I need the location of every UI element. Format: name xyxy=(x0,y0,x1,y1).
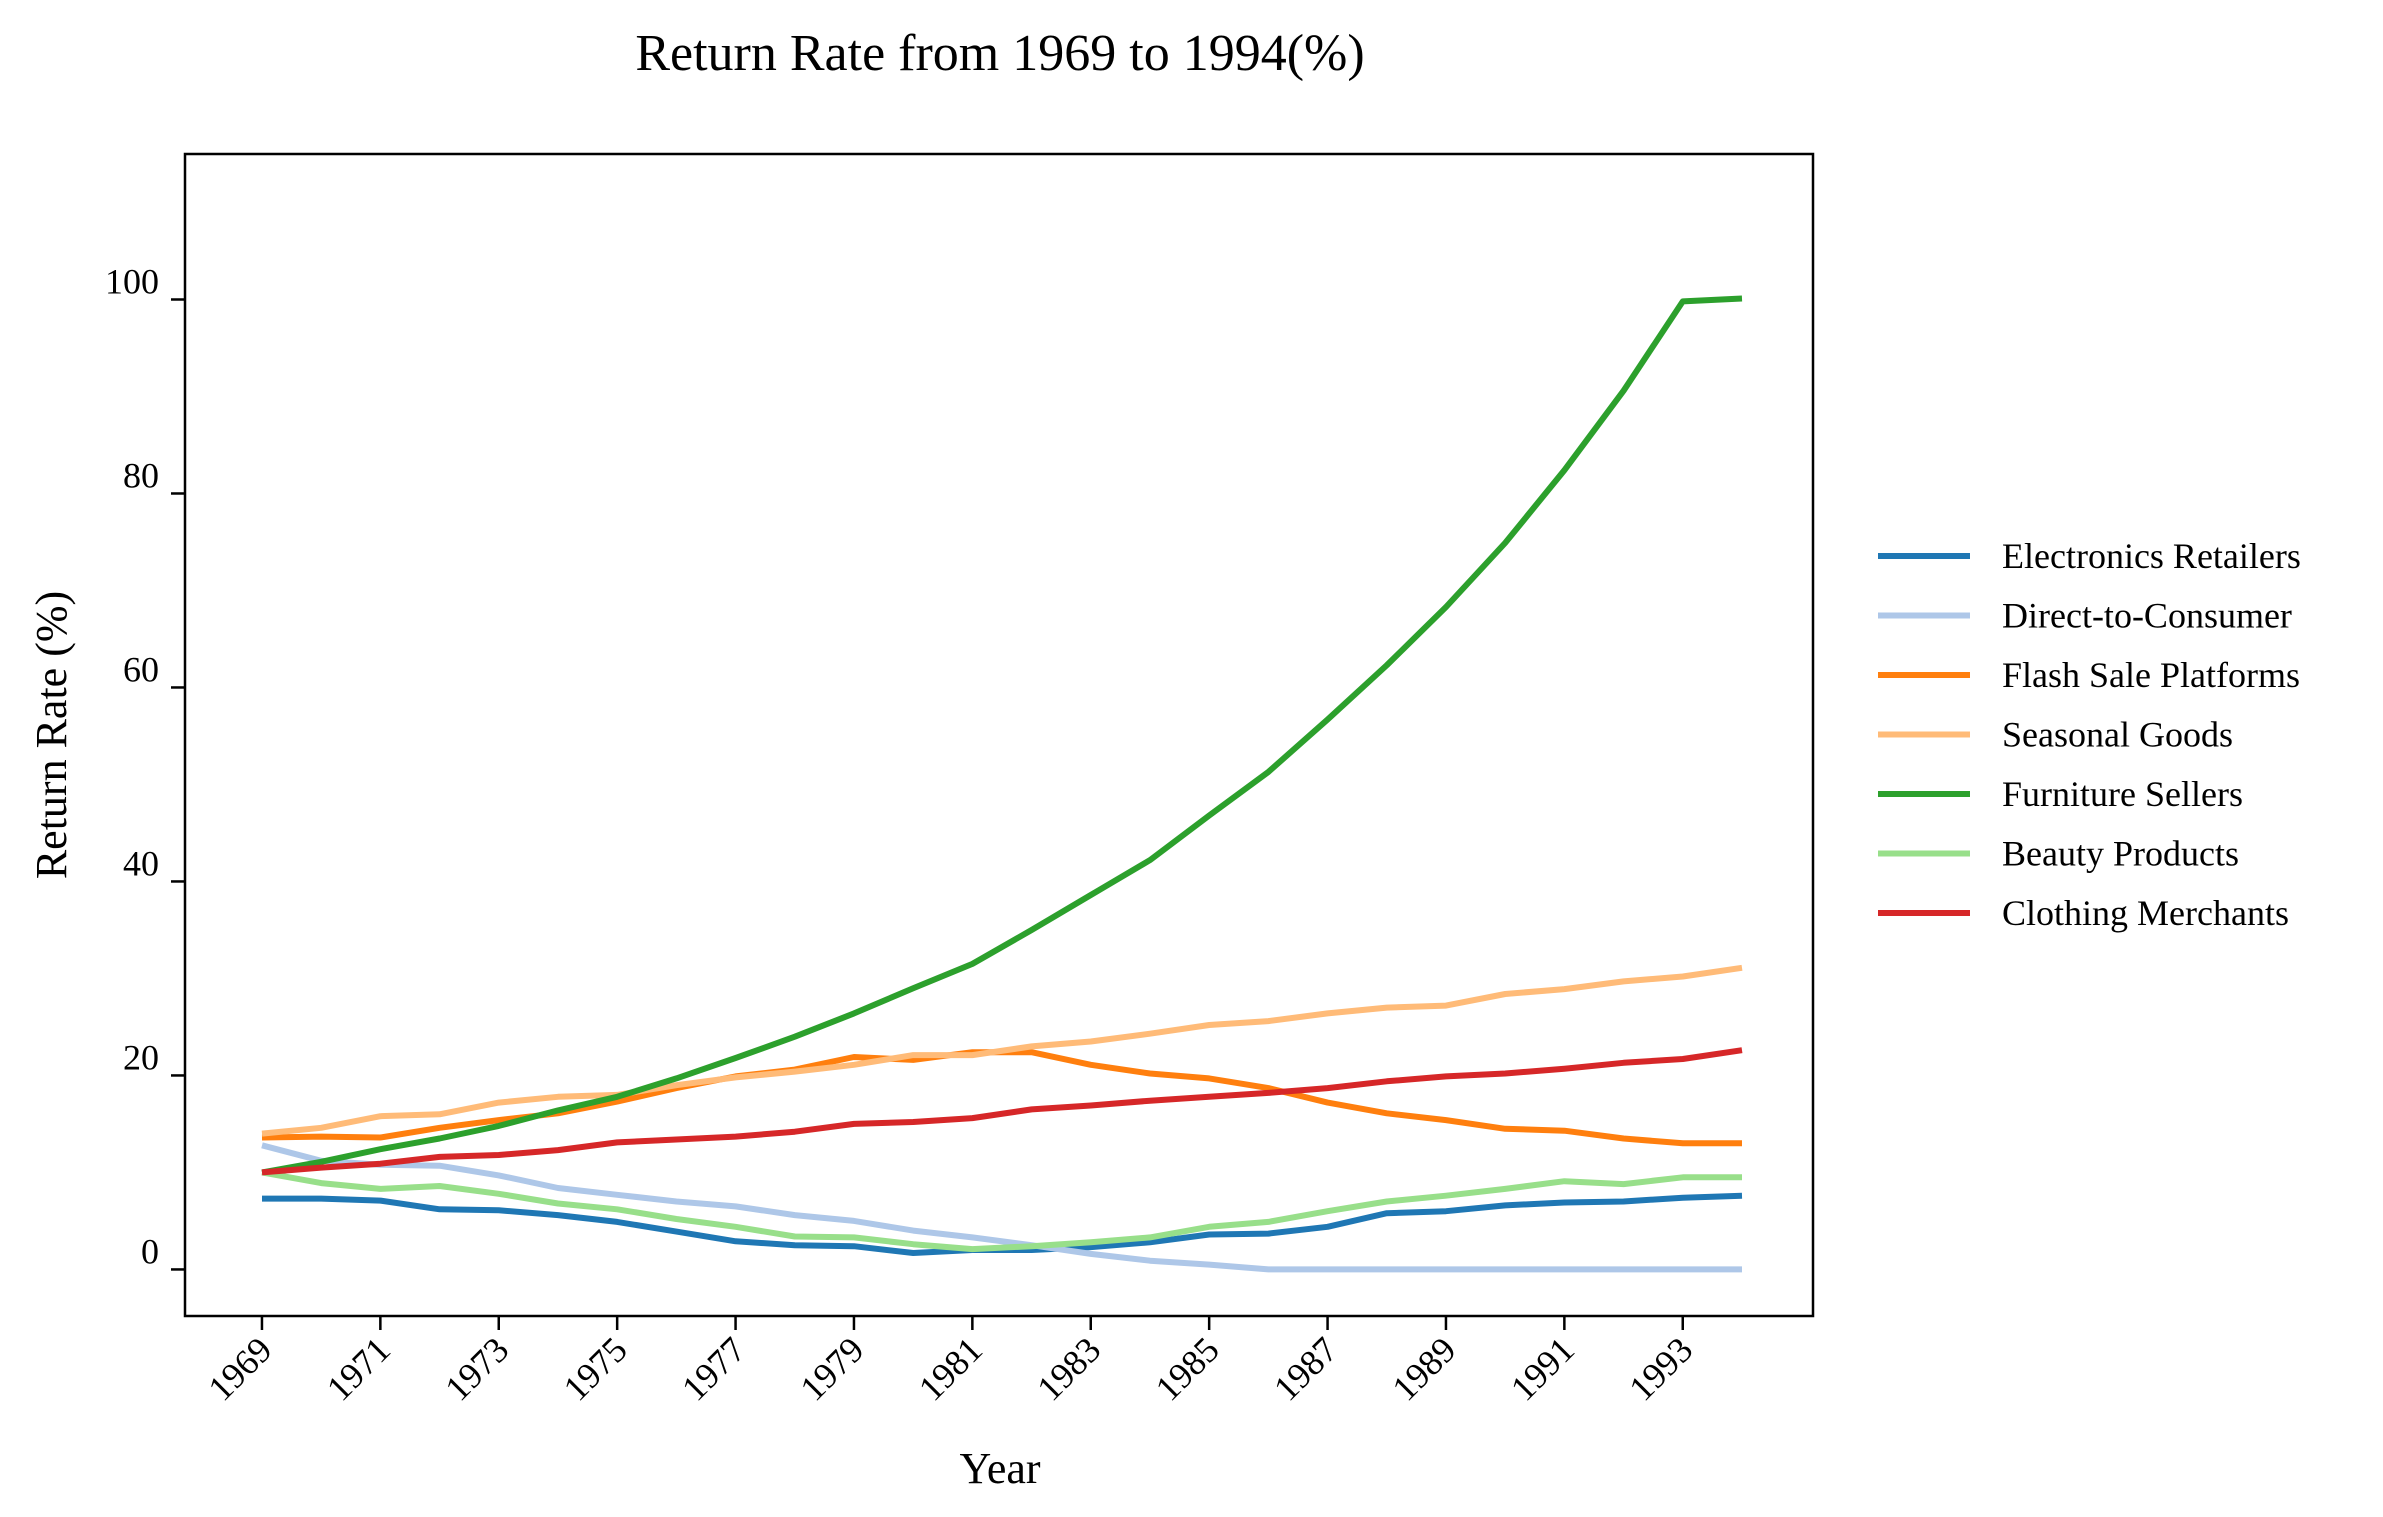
series-line-electronics-retailers xyxy=(262,1192,1743,1256)
y-tick-label: 100 xyxy=(105,261,159,301)
chart-title: Return Rate from 1969 to 1994(%) xyxy=(635,25,1364,82)
y-axis-label: Return Rate (%) xyxy=(27,591,76,879)
y-tick-label: 20 xyxy=(123,1037,159,1077)
legend-label: Electronics Retailers xyxy=(2002,536,2301,576)
legend: Electronics Retailers Direct-to-Consumer F… xyxy=(1878,536,2301,933)
y-tick-label: 40 xyxy=(123,843,159,883)
legend-label: Direct-to-Consumer xyxy=(2002,596,2292,636)
legend-item: Beauty Products xyxy=(1878,834,2239,874)
x-tick-label: 1969 xyxy=(200,1329,279,1408)
legend-label: Beauty Products xyxy=(2002,834,2239,874)
series-line-seasonal-goods xyxy=(261,964,1743,1137)
legend-item: Electronics Retailers xyxy=(1878,536,2301,576)
x-tick-label: 1975 xyxy=(556,1329,635,1408)
x-tick-label: 1983 xyxy=(1029,1329,1108,1408)
legend-label: Seasonal Goods xyxy=(2002,715,2233,755)
series-line-beauty-products xyxy=(261,1169,1742,1253)
x-tick-label: 1987 xyxy=(1266,1329,1345,1408)
series-layer xyxy=(261,295,1743,1273)
y-tick-label: 60 xyxy=(123,649,159,689)
x-tick-label: 1993 xyxy=(1621,1329,1700,1408)
x-tick-label: 1991 xyxy=(1503,1329,1582,1408)
x-tick-label: 1989 xyxy=(1384,1329,1463,1408)
x-tick-label: 1985 xyxy=(1148,1329,1227,1408)
legend-label: Clothing Merchants xyxy=(2002,893,2289,933)
x-tick-label: 1973 xyxy=(437,1329,516,1408)
x-tick-label: 1977 xyxy=(674,1329,753,1408)
legend-item: Clothing Merchants xyxy=(1878,893,2289,933)
plot-area-frame xyxy=(183,152,1815,1318)
series-line-furniture-sellers xyxy=(261,295,1743,1176)
legend-item: Furniture Sellers xyxy=(1878,774,2243,814)
legend-item: Seasonal Goods xyxy=(1878,715,2233,755)
series-line-clothing-merchants xyxy=(261,1047,1743,1176)
x-tick-label: 1979 xyxy=(792,1329,871,1408)
legend-label: Furniture Sellers xyxy=(2002,774,2243,814)
x-tick-label: 1971 xyxy=(319,1329,398,1408)
y-axis-ticks: 0 20 40 60 80 100 xyxy=(105,261,185,1271)
series-line-direct-to-consumer xyxy=(261,1142,1742,1273)
y-tick-label: 0 xyxy=(141,1231,159,1271)
y-tick-label: 80 xyxy=(123,455,159,495)
x-axis-label: Year xyxy=(959,1444,1040,1493)
x-tick-label: 1981 xyxy=(911,1329,990,1408)
legend-item: Direct-to-Consumer xyxy=(1878,596,2292,636)
legend-item: Flash Sale Platforms xyxy=(1878,655,2300,695)
legend-label: Flash Sale Platforms xyxy=(2002,655,2300,695)
x-axis-ticks: 1969 1971 1973 1975 1977 1979 1981 1983 1985 1987… xyxy=(200,1316,1700,1409)
